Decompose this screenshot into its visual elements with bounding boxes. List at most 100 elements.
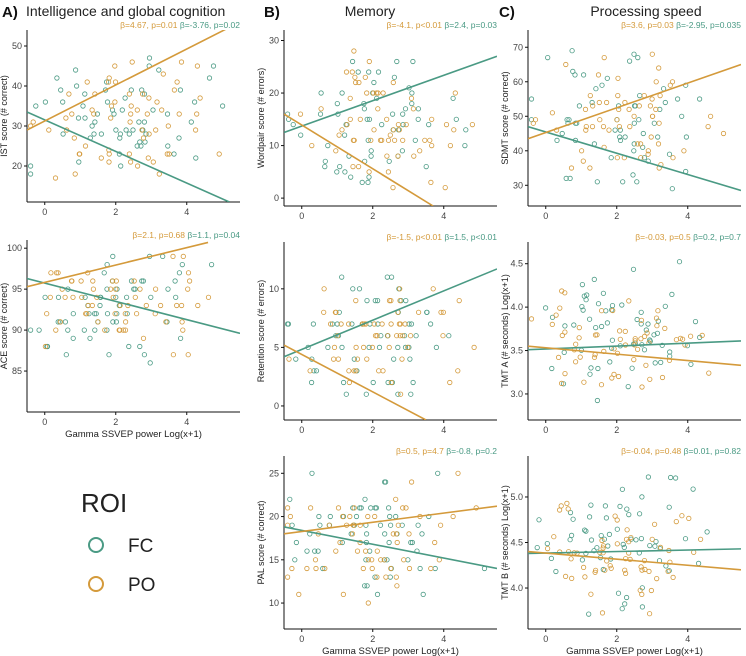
fit-line-fc [528,340,741,351]
point-po [628,534,634,541]
point-fc [339,90,345,96]
point-po [587,93,593,99]
point-fc [568,532,575,539]
point-fc [586,514,593,520]
fit-line-po [27,30,226,131]
point-fc [528,96,535,102]
point-fc [110,319,116,325]
point-po [617,336,623,342]
point-po [655,308,661,314]
x-tick-label: 2 [614,425,619,435]
point-fc [136,119,142,125]
point-fc [164,111,171,117]
point-po [611,371,617,377]
point-po [129,59,135,65]
point-fc [334,321,340,327]
fit-line-fc [27,111,230,202]
point-po [407,333,414,339]
point-po [55,270,61,276]
point-po [580,158,586,164]
point-fc [652,360,658,366]
point-po [174,79,180,85]
point-po [565,549,572,555]
point-fc [349,321,355,327]
point-fc [631,51,637,57]
point-po [356,79,362,86]
point-po [373,90,380,96]
point-fc [641,155,648,161]
point-fc [561,349,567,355]
point-po [651,521,658,527]
point-po [391,137,398,143]
point-fc [638,309,644,315]
point-po [131,278,137,284]
point-fc [113,294,119,300]
point-po [284,574,291,580]
point-po [127,119,133,125]
point-po [406,531,412,537]
point-po [604,558,610,564]
x-tick-label: 4 [685,634,690,644]
point-po [84,79,90,85]
point-po [589,124,596,130]
x-tick-label: 0 [543,211,548,221]
point-po [596,99,602,106]
point-fc [92,119,98,125]
point-fc [60,131,66,137]
point-po [106,75,112,81]
point-po [528,316,535,322]
point-po [648,587,655,594]
point-po [405,344,411,350]
point-fc [379,122,385,128]
point-po [679,336,686,342]
point-po [365,600,371,606]
point-po [597,117,603,123]
point-po [659,374,666,381]
point-fc [146,55,153,61]
point-po [72,171,78,177]
point-fc [394,58,400,65]
point-fc [623,594,630,601]
point-fc [636,511,643,517]
point-fc [366,69,372,75]
x-tick-label: 2 [113,207,118,217]
point-fc [607,359,613,365]
point-fc [363,531,370,537]
point-po [595,72,602,78]
point-po [395,122,401,128]
point-po [117,327,123,333]
panel-a2: 85 90 95 100 0 2 4 ACE score (# correct) Gamma S… [0,230,240,440]
point-fc [567,175,573,181]
point-fc [572,72,578,78]
point-fc [653,538,659,545]
point-fc [387,522,394,528]
point-po [337,539,343,546]
point-po [388,565,394,572]
y-tick-label: 20 [269,512,279,522]
x-axis-label: Gamma SSVEP power Log(x+1) [65,429,202,440]
point-fc [293,356,299,362]
point-po [638,336,644,342]
point-po [284,505,291,511]
point-po [350,164,356,170]
point-po [146,95,152,101]
point-po [369,565,375,572]
point-fc [391,74,397,80]
point-fc [682,536,689,542]
point-fc [395,391,401,397]
y-tick-label: 30 [12,121,22,131]
point-fc [617,134,623,140]
point-po [144,111,150,117]
point-po [289,565,295,572]
point-po [193,127,199,133]
point-fc [593,324,599,331]
point-fc [350,505,356,511]
point-fc [666,504,672,510]
stat-po: β=-0.04, p=0.48 [621,446,684,456]
point-fc [402,344,409,350]
point-po [355,164,362,170]
point-fc [622,601,628,607]
point-fc [104,311,111,317]
point-po [70,294,76,300]
point-po [654,323,660,329]
